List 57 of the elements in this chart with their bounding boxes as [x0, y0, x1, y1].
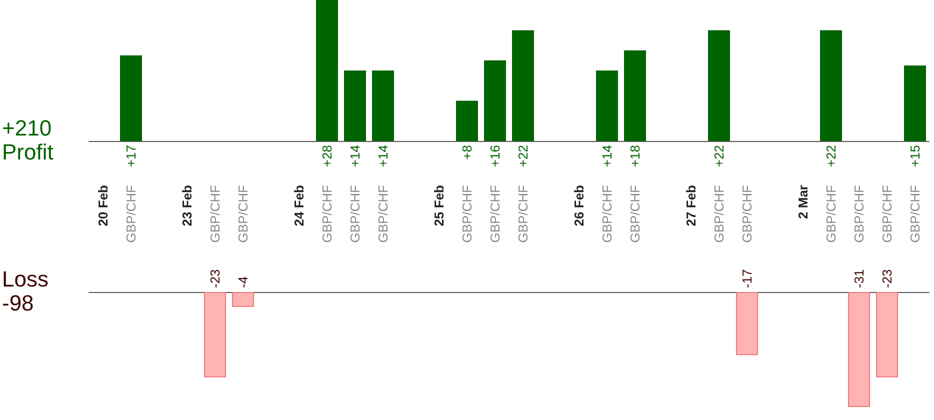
text: -98	[2, 290, 34, 316]
bar	[344, 70, 366, 141]
x-tick-label: GBP/CHF	[348, 184, 362, 243]
x-tick-label: GBP/CHF	[824, 184, 838, 243]
data-label: -4	[236, 276, 250, 288]
bar	[708, 30, 730, 141]
data-label: +8	[460, 145, 474, 160]
data-label: +18	[628, 145, 642, 168]
data-label: +28	[320, 145, 334, 168]
x-tick-label: GBP/CHF	[376, 184, 390, 243]
x-tick-label: GBP/CHF	[516, 184, 530, 243]
x-tick-label: 26 Feb	[572, 184, 586, 226]
data-label: +15	[908, 145, 922, 168]
data-label: -23	[208, 269, 222, 288]
data-label: +14	[376, 145, 390, 168]
x-tick-label: 20 Feb	[96, 184, 110, 226]
x-tick-label: GBP/CHF	[488, 184, 502, 243]
bar	[120, 55, 142, 141]
x-tick-label: 27 Feb	[684, 184, 698, 226]
bar	[904, 65, 926, 141]
bar	[316, 0, 338, 141]
x-tick-label: GBP/CHF	[460, 184, 474, 243]
text: +210	[2, 116, 52, 140]
x-tick-label: 2 Mar	[796, 185, 810, 219]
x-tick-label: 24 Feb	[292, 184, 306, 226]
bar	[484, 60, 506, 141]
x-tick-label: GBP/CHF	[628, 184, 642, 243]
data-label: +17	[124, 145, 138, 168]
x-tick-label: 23 Feb	[180, 184, 194, 226]
x-tick-label: GBP/CHF	[740, 184, 754, 243]
bar	[820, 30, 842, 141]
bar	[372, 70, 394, 141]
x-tick-label: GBP/CHF	[208, 184, 222, 243]
data-label: -17	[740, 269, 754, 288]
bar	[596, 70, 618, 141]
x-tick-label: 25 Feb	[432, 184, 446, 226]
data-label: +22	[516, 145, 530, 168]
bar	[512, 30, 534, 141]
text: Profit	[2, 140, 54, 164]
data-label: -23	[880, 269, 894, 288]
x-tick-label: GBP/CHF	[236, 184, 250, 243]
data-label: +14	[348, 145, 362, 168]
x-tick-label: GBP/CHF	[600, 184, 614, 243]
bar	[456, 100, 478, 141]
data-label: +14	[600, 145, 614, 168]
data-label: +22	[712, 145, 726, 168]
data-label: +22	[824, 145, 838, 168]
data-label: -31	[852, 269, 866, 288]
bar	[624, 50, 646, 141]
x-tick-label: GBP/CHF	[908, 184, 922, 243]
x-tick-label: GBP/CHF	[124, 184, 138, 243]
x-tick-label: GBP/CHF	[852, 184, 866, 243]
text: Loss	[2, 266, 48, 292]
x-tick-label: GBP/CHF	[712, 184, 726, 243]
x-tick-label: GBP/CHF	[320, 184, 334, 243]
x-tick-label: GBP/CHF	[880, 184, 894, 243]
data-label: +16	[488, 145, 502, 168]
